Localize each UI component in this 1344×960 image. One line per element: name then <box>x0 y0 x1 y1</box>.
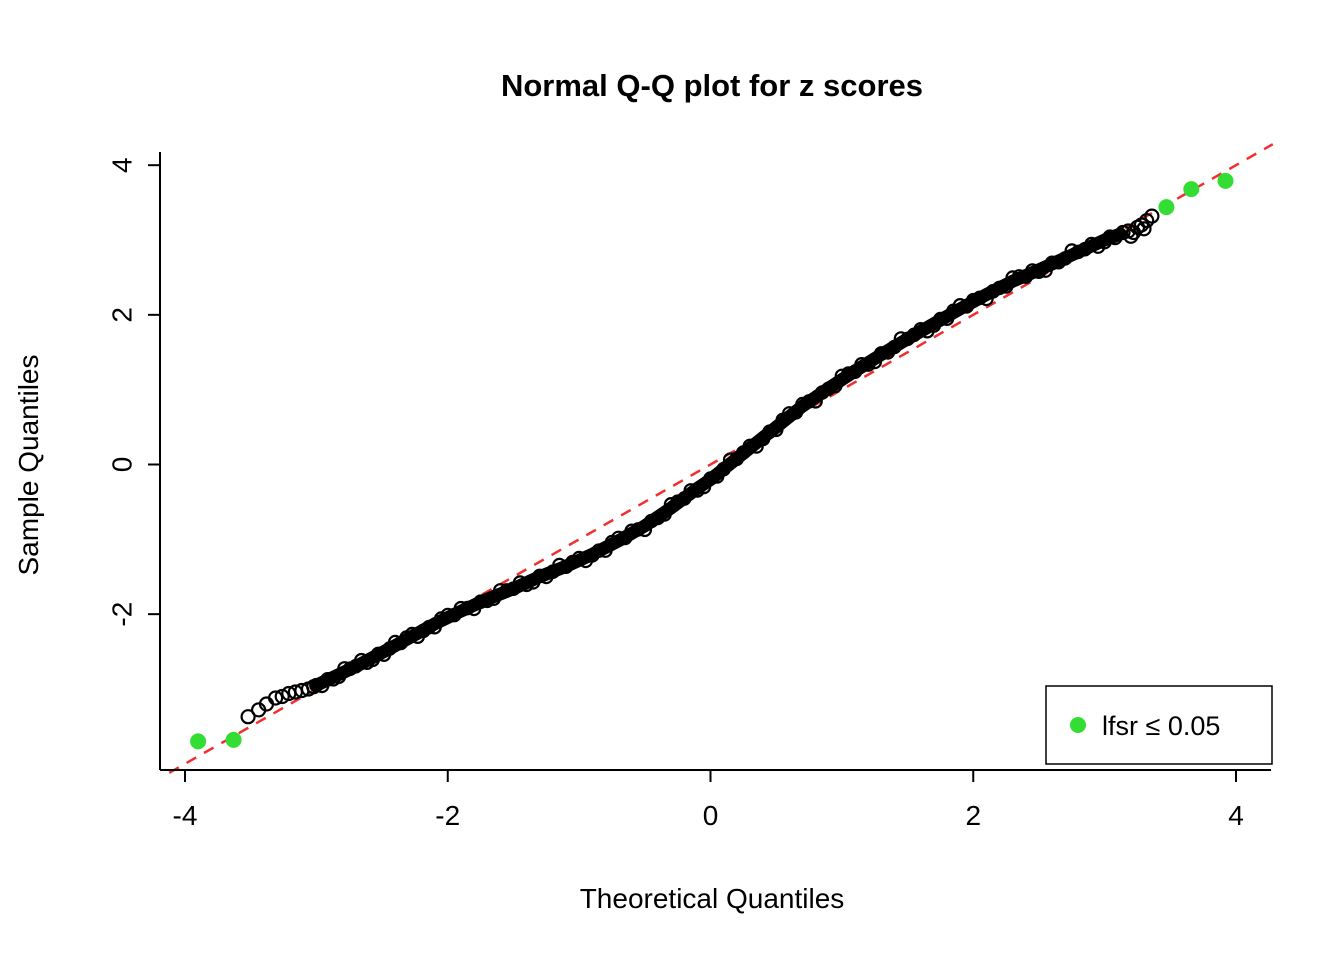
qq-point <box>611 530 626 546</box>
qq-point <box>768 422 784 438</box>
qq-point <box>552 557 567 573</box>
y-tick-label: 0 <box>107 457 138 473</box>
qq-point <box>781 406 797 421</box>
qq-point <box>663 496 679 512</box>
qq-point <box>933 311 948 327</box>
legend-group: lfsr ≤ 0.05 <box>1045 685 1273 765</box>
x-tick-label: -4 <box>173 800 198 831</box>
qq-point <box>1011 269 1027 284</box>
qq-point <box>1071 244 1086 260</box>
qq-point <box>762 424 777 439</box>
qq-point <box>657 507 672 522</box>
y-tick-label: 4 <box>107 157 138 173</box>
significant-point <box>1217 172 1234 189</box>
qq-point <box>421 619 437 635</box>
qq-point <box>893 331 909 346</box>
qq-point <box>479 593 495 609</box>
qq-tail-point <box>1144 208 1160 224</box>
qq-point <box>532 568 547 584</box>
qq-point <box>801 394 817 409</box>
x-tick-label: 2 <box>965 800 981 831</box>
qq-point <box>370 646 386 662</box>
significant-points-group <box>190 172 1234 750</box>
dense-band-group <box>309 227 1127 692</box>
qq-point <box>992 280 1007 296</box>
qq-tail-point <box>268 690 284 706</box>
qq-point <box>1031 264 1047 279</box>
qq-point <box>795 396 810 412</box>
qq-tail-point <box>306 679 322 695</box>
qq-point <box>834 368 850 384</box>
qq-point <box>630 522 646 537</box>
qq-point <box>591 543 607 558</box>
qq-point <box>952 297 968 313</box>
significant-point <box>190 733 207 750</box>
qq-dense-band <box>309 227 1127 692</box>
axes-group: -4 -2 0 2 4 -2 0 2 4 <box>107 152 1271 831</box>
qq-point <box>683 483 699 498</box>
significant-point <box>225 731 242 748</box>
qq-point <box>722 452 738 467</box>
qq-point <box>841 366 856 381</box>
qq-point <box>742 438 758 454</box>
legend-marker-icon <box>1070 717 1086 733</box>
qq-point <box>519 577 534 593</box>
chart-title: Normal Q-Q plot for z scores <box>501 68 923 103</box>
x-axis-label: Theoretical Quantiles <box>580 883 845 914</box>
qq-point <box>460 600 475 616</box>
qq-point <box>716 461 731 477</box>
qq-point <box>821 381 836 396</box>
y-tick-label: 2 <box>107 307 138 323</box>
qq-point <box>827 378 843 394</box>
significant-point <box>1183 181 1200 198</box>
qq-point <box>703 471 718 486</box>
y-axis-label: Sample Quantiles <box>13 354 44 575</box>
qq-point <box>571 550 587 566</box>
qq-point <box>473 594 488 609</box>
qq-tail-point <box>1136 221 1152 237</box>
data-points-group <box>240 208 1160 725</box>
qq-point <box>873 346 889 361</box>
qq-point <box>860 357 876 372</box>
qq-point <box>1044 255 1060 271</box>
legend-label: lfsr ≤ 0.05 <box>1102 711 1220 741</box>
y-tick-label: -2 <box>107 602 138 627</box>
qq-point <box>913 321 928 337</box>
qq-point <box>972 290 988 306</box>
x-tick-label: -2 <box>435 800 460 831</box>
x-tick-label: 4 <box>1228 800 1244 831</box>
qq-tail-point <box>240 709 256 725</box>
qq-point <box>499 583 515 598</box>
significant-point <box>1158 199 1175 216</box>
qq-point <box>440 607 456 623</box>
x-tick-label: 0 <box>703 800 719 831</box>
